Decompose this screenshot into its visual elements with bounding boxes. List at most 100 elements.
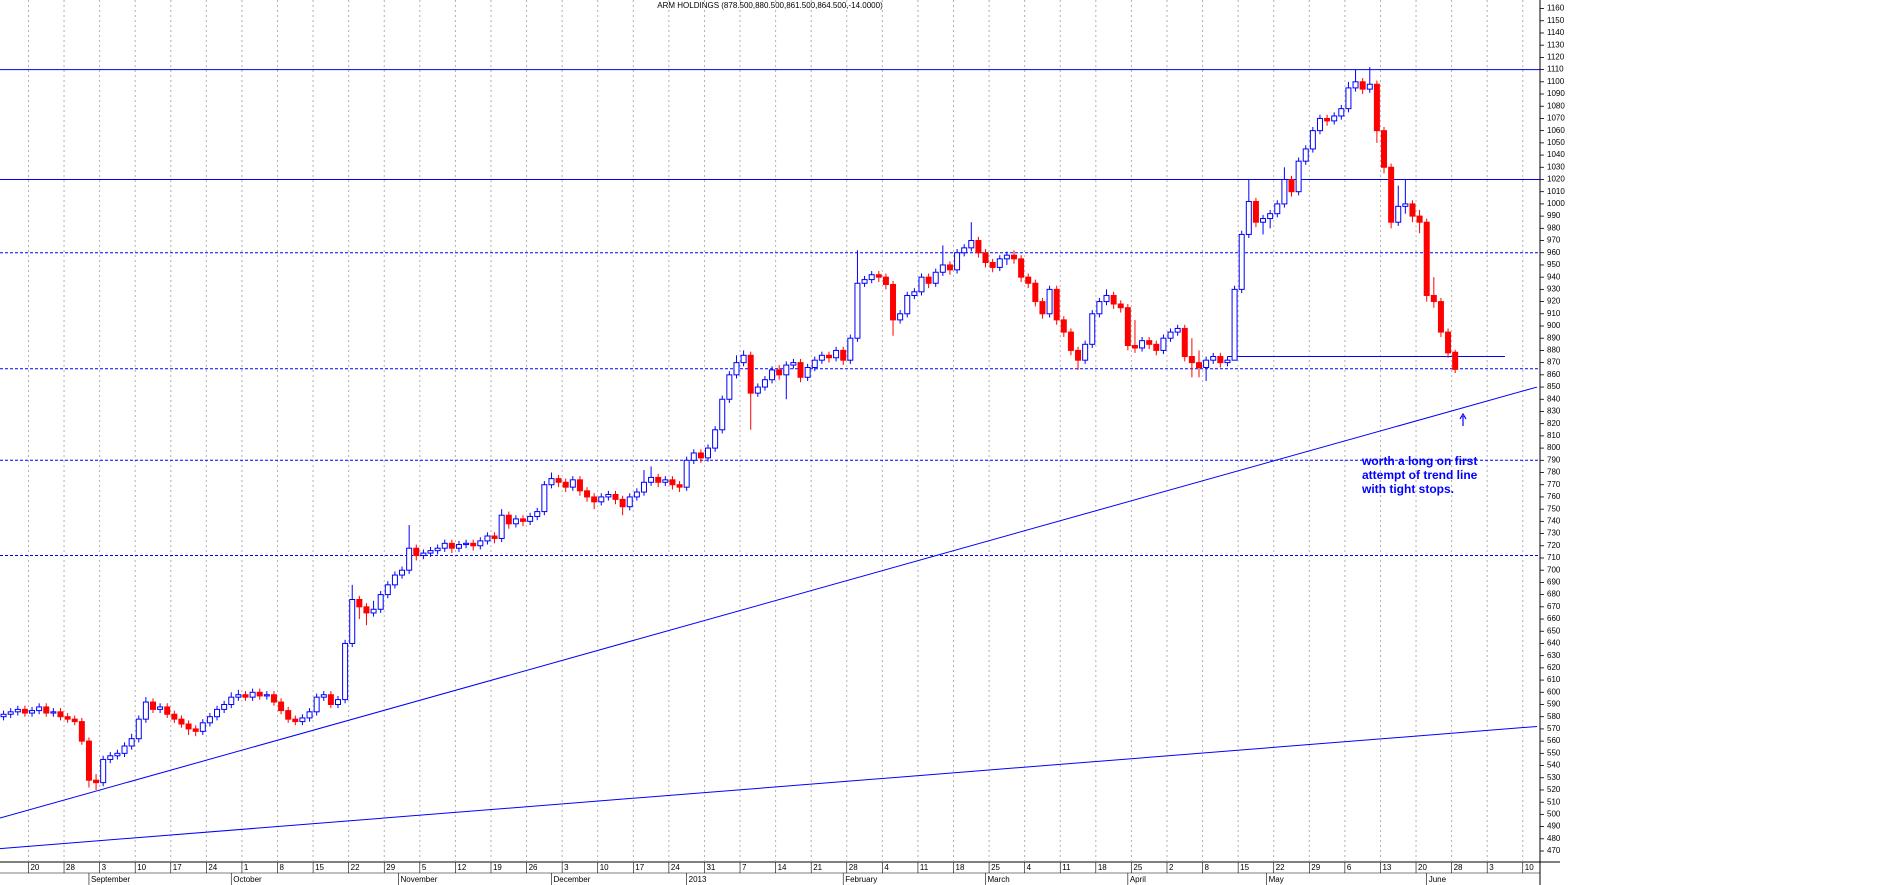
- y-tick-label: 660: [1547, 614, 1561, 623]
- candle-body: [783, 364, 790, 376]
- candle-body: [1381, 130, 1388, 168]
- y-tick-label: 630: [1547, 651, 1561, 660]
- candle-body: [1437, 301, 1444, 333]
- grid: [27, 0, 1524, 862]
- month-label: September: [91, 875, 130, 884]
- candle-body: [142, 701, 149, 720]
- candle-body: [1117, 303, 1124, 309]
- candle-body: [989, 262, 996, 268]
- y-tick-label: 850: [1547, 382, 1561, 391]
- y-tick-label: 970: [1547, 236, 1561, 245]
- y-tick-label: 1060: [1547, 126, 1565, 135]
- candle-body: [1395, 205, 1402, 223]
- candle-body: [427, 550, 434, 554]
- candle-body: [214, 708, 221, 718]
- candle-body: [484, 535, 491, 542]
- candle-body: [313, 696, 320, 713]
- candle-body: [1331, 115, 1338, 122]
- y-tick-label: 1050: [1547, 138, 1565, 147]
- candle-body: [498, 514, 505, 539]
- candle-body: [441, 542, 448, 549]
- candle-body: [78, 721, 85, 742]
- month-label: March: [988, 875, 1010, 884]
- candle-body: [1131, 345, 1138, 349]
- candle-body: [776, 369, 783, 376]
- candle-body: [1181, 327, 1188, 358]
- y-tick-label: 1080: [1547, 101, 1565, 110]
- candle-body: [1423, 221, 1430, 296]
- candle-body: [1188, 356, 1195, 364]
- x-tick-label: 6: [1347, 863, 1352, 872]
- y-tick-label: 530: [1547, 773, 1561, 782]
- y-tick-label: 730: [1547, 529, 1561, 538]
- y-tick-label: 480: [1547, 834, 1561, 843]
- candle-body: [1231, 288, 1238, 361]
- x-tick-label: 17: [173, 863, 182, 872]
- annotation: with tight stops.: [1361, 482, 1454, 496]
- x-tick-label: 20: [1418, 863, 1427, 872]
- candle-body: [512, 518, 519, 525]
- candle-body: [128, 738, 135, 747]
- y-tick-label: 690: [1547, 578, 1561, 587]
- x-tick-label: 1: [244, 863, 249, 872]
- x-tick-label: 4: [884, 863, 889, 872]
- candle-body: [1089, 313, 1096, 345]
- candle-body: [299, 717, 306, 723]
- candle-body: [93, 779, 100, 784]
- candle-body: [847, 337, 854, 361]
- annotation: attempt of trend line: [1362, 468, 1478, 482]
- candle-body: [1416, 215, 1423, 223]
- candle-body: [662, 479, 669, 483]
- x-tick-label: 29: [1311, 863, 1320, 872]
- y-tick-label: 560: [1547, 736, 1561, 745]
- candle-body: [384, 584, 391, 596]
- candle-body: [1445, 331, 1452, 354]
- candle-body: [648, 476, 655, 483]
- candle-body: [1345, 87, 1352, 110]
- candle-body: [1238, 233, 1245, 290]
- candle-body: [192, 728, 199, 732]
- y-tick-label: 540: [1547, 761, 1561, 770]
- x-tick-label: 31: [706, 863, 715, 872]
- chart-title: ARM HOLDINGS (878.500,880.500,861.500,86…: [657, 1, 883, 10]
- y-tick-label: 930: [1547, 284, 1561, 293]
- y-tick-label: 700: [1547, 565, 1561, 574]
- x-tick-label: 29: [386, 863, 395, 872]
- candle-body: [769, 369, 776, 381]
- candle-body: [825, 354, 832, 359]
- y-tick-label: 580: [1547, 712, 1561, 721]
- x-tick-label: 14: [778, 863, 787, 872]
- y-tick-label: 950: [1547, 260, 1561, 269]
- candle-body: [939, 264, 946, 273]
- x-tick-label: 15: [1240, 863, 1249, 872]
- candle-body: [1452, 351, 1459, 370]
- candle-body: [1210, 356, 1217, 361]
- candle-body: [470, 542, 477, 547]
- x-tick-label: 3: [564, 863, 569, 872]
- candle-body: [14, 708, 21, 713]
- candle-body: [399, 569, 406, 576]
- y-tick-label: 600: [1547, 687, 1561, 696]
- candle-body: [534, 511, 541, 517]
- candle-body: [1082, 343, 1089, 361]
- candle-body: [968, 240, 975, 249]
- candle-body: [1139, 340, 1146, 349]
- candle-body: [43, 706, 50, 714]
- candle-body: [882, 276, 889, 285]
- candle-body: [1359, 81, 1366, 90]
- trend-line: [0, 725, 1538, 850]
- candle-body: [569, 479, 576, 488]
- candle-body: [868, 274, 875, 281]
- x-tick-label: 24: [671, 863, 680, 872]
- x-tick-label: 11: [1062, 863, 1071, 872]
- candle-body: [1110, 294, 1117, 305]
- x-tick-label: 7: [742, 863, 747, 872]
- candle-body: [1174, 327, 1181, 333]
- candle-body: [890, 283, 897, 321]
- y-tick-label: 490: [1547, 822, 1561, 831]
- x-tick-label: 22: [351, 863, 360, 872]
- month-label: December: [553, 875, 590, 884]
- y-tick-label: 1030: [1547, 162, 1565, 171]
- month-label: May: [1269, 875, 1284, 884]
